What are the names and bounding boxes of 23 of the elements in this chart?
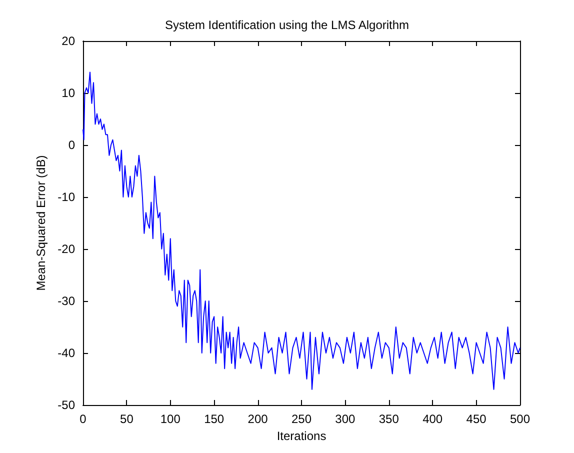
y-tick-label: -10 <box>58 190 76 204</box>
x-tick-label: 350 <box>378 412 400 426</box>
y-tick-label: -40 <box>58 346 76 360</box>
x-tick-label: 500 <box>510 412 530 426</box>
x-tick-label: 100 <box>160 412 181 426</box>
x-tick-label: 450 <box>466 412 487 426</box>
x-tick-label: 400 <box>422 412 443 426</box>
y-tick-label: 20 <box>62 34 76 48</box>
line-series <box>82 72 520 390</box>
x-tick-label: 300 <box>335 412 356 426</box>
y-tick-label: 10 <box>62 86 76 100</box>
y-tick-label: -50 <box>58 398 76 412</box>
x-tick-label: 250 <box>291 412 312 426</box>
chart-title: System Identification using the LMS Algorithm <box>164 18 410 32</box>
y-tick-label: -30 <box>58 294 76 308</box>
y-tick-label: -20 <box>58 242 76 256</box>
x-tick-label: 0 <box>80 412 87 426</box>
x-tick-label: 50 <box>120 412 134 426</box>
x-axis-title: Iterations <box>276 428 326 443</box>
y-tick-label: 0 <box>68 138 76 152</box>
x-tick-label: 200 <box>248 412 268 426</box>
x-tick-label: 150 <box>204 412 224 426</box>
y-axis-title: Mean-Squared Error (dB) <box>34 155 48 291</box>
